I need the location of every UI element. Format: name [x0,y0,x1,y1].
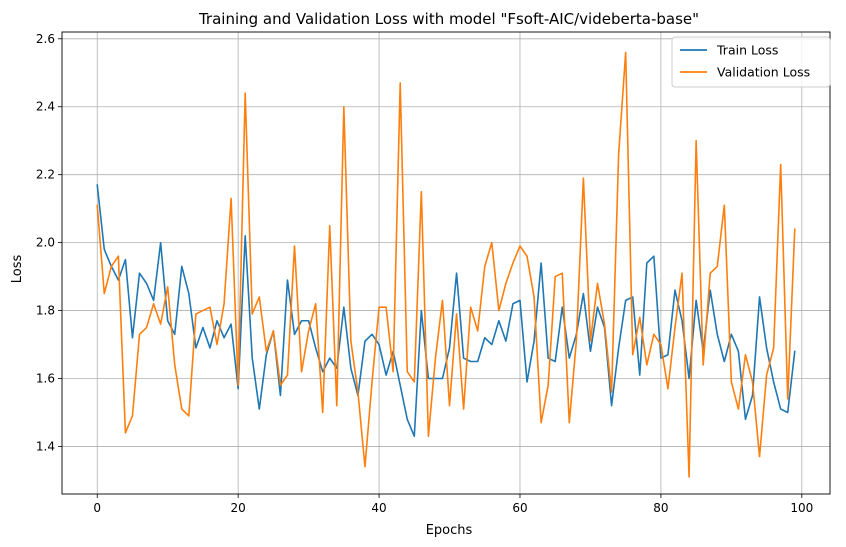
chart-title: Training and Validation Loss with model … [198,10,699,28]
x-axis-label: Epochs [426,523,473,538]
y-tick-label: 2.2 [36,168,55,182]
y-tick-label: 1.8 [36,304,55,318]
y-tick-label: 2.0 [36,236,55,250]
x-tick-label: 40 [371,501,386,515]
y-tick-label: 2.4 [36,100,55,114]
x-tick-label: 20 [231,501,246,515]
y-tick-label: 2.6 [36,32,55,46]
legend-box [671,36,831,88]
y-axis-label: Loss [10,255,25,284]
y-tick-label: 1.4 [36,439,55,453]
x-tick-label: 0 [93,501,101,515]
legend-label-train: Train Loss [716,43,778,58]
legend: Train Loss Validation Loss [671,36,831,88]
x-tick-label: 80 [653,501,668,515]
x-tick-label: 100 [790,501,813,515]
series-lines [96,51,796,478]
legend-label-validation: Validation Loss [717,65,810,80]
validation-loss-line [96,51,796,478]
grid [62,32,830,494]
ticks: 0 20 40 60 80 100 1.4 1.6 1.8 2.0 2.2 2.4 2.6 [36,32,813,515]
plot-frame [61,31,831,495]
x-tick-label: 60 [512,501,527,515]
y-tick-label: 1.6 [36,372,55,386]
